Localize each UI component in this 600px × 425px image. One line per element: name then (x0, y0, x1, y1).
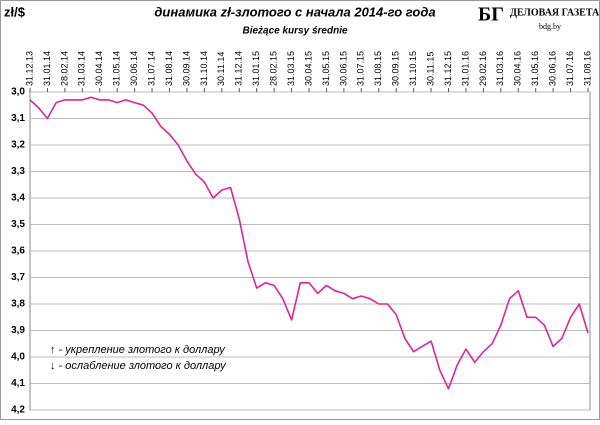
x-tick-label: 30.06.14 (129, 51, 139, 86)
annotation: ↓ - ослабление злотого к доллару (50, 360, 227, 372)
x-tick-label: 31.07.15 (356, 51, 366, 86)
x-tick-label: 31.05.14 (112, 51, 122, 86)
line (29, 96, 589, 390)
y-tick-label: 3,6 (11, 246, 25, 257)
x-tick-label: 31.08.15 (373, 51, 383, 86)
x-tick-label: 30.09.14 (181, 51, 191, 86)
y-tick-label: 4,2 (11, 405, 25, 416)
y-tick-label: 3,7 (11, 272, 25, 283)
x-tick-label: 31.03.15 (286, 51, 296, 86)
x-tick-label: 31.10.15 (408, 51, 418, 86)
x-tick-label: 31.08.14 (164, 51, 174, 86)
chart-title: динамика zł-злотого с начала 2014-го год… (154, 4, 435, 19)
y-tick-label: 3,2 (11, 140, 25, 151)
chart-subtitle: Bieżące kursy średnie (242, 26, 347, 37)
x-tick-label: 31.07.16 (565, 51, 575, 86)
y-tick-label: 3,3 (11, 166, 25, 177)
x-tick-label: 30.06.15 (338, 51, 348, 86)
x-tick-label: 30.04.16 (513, 51, 523, 86)
y-tick-label: 4,1 (11, 378, 25, 389)
x-tick-label: 30.09.15 (391, 51, 401, 86)
x-tick-label: 31.01.15 (251, 51, 261, 86)
y-tick-label: 3,0 (11, 87, 25, 98)
x-tick-label: 31.03.14 (77, 51, 87, 86)
x-tick-label: 30.11.15 (425, 52, 435, 86)
x-tick-label: 31.01.16 (460, 51, 470, 86)
x-tick-label: 31.12.13 (24, 51, 34, 86)
y-axis-label: zł/$ (4, 4, 26, 19)
logo-site: bdg.by (539, 22, 561, 31)
y-tick-label: 4,0 (11, 352, 25, 363)
x-tick-label: 31.05.15 (321, 51, 331, 86)
x-tick-label: 31.03.16 (495, 51, 505, 86)
y-tick-label: 3,4 (11, 193, 25, 204)
x-tick-label: 30.04.14 (94, 51, 104, 86)
x-tick-label: 31.10.14 (199, 51, 209, 86)
y-tick-label: 3,9 (11, 325, 25, 336)
x-tick-label: 28.02.14 (59, 51, 69, 86)
x-tick-label: 31.01.14 (42, 51, 52, 86)
annotation: ↑ - укрепление злотого к доллару (50, 344, 226, 356)
x-tick-label: 31.12.15 (443, 51, 453, 86)
x-tick-label: 30.06.16 (548, 51, 558, 86)
x-tick-label: 31.08.16 (582, 51, 592, 86)
y-tick-label: 3,5 (11, 219, 25, 230)
y-tick-label: 3,8 (11, 299, 25, 310)
x-tick-label: 29.02.16 (478, 51, 488, 86)
x-tick-label: 28.02.15 (269, 51, 279, 86)
y-tick-label: 3,1 (11, 113, 25, 124)
logo-name: ДЕЛОВАЯ ГАЗЕТА (510, 7, 600, 18)
x-tick-label: 31.07.14 (146, 51, 156, 86)
x-tick-label: 30.11.14 (216, 52, 226, 86)
logo-mark: БГ (478, 4, 504, 26)
x-tick-label: 30.04.15 (303, 51, 313, 86)
x-tick-label: 31.05.16 (530, 51, 540, 86)
x-tick-label: 31.12.14 (234, 51, 244, 86)
